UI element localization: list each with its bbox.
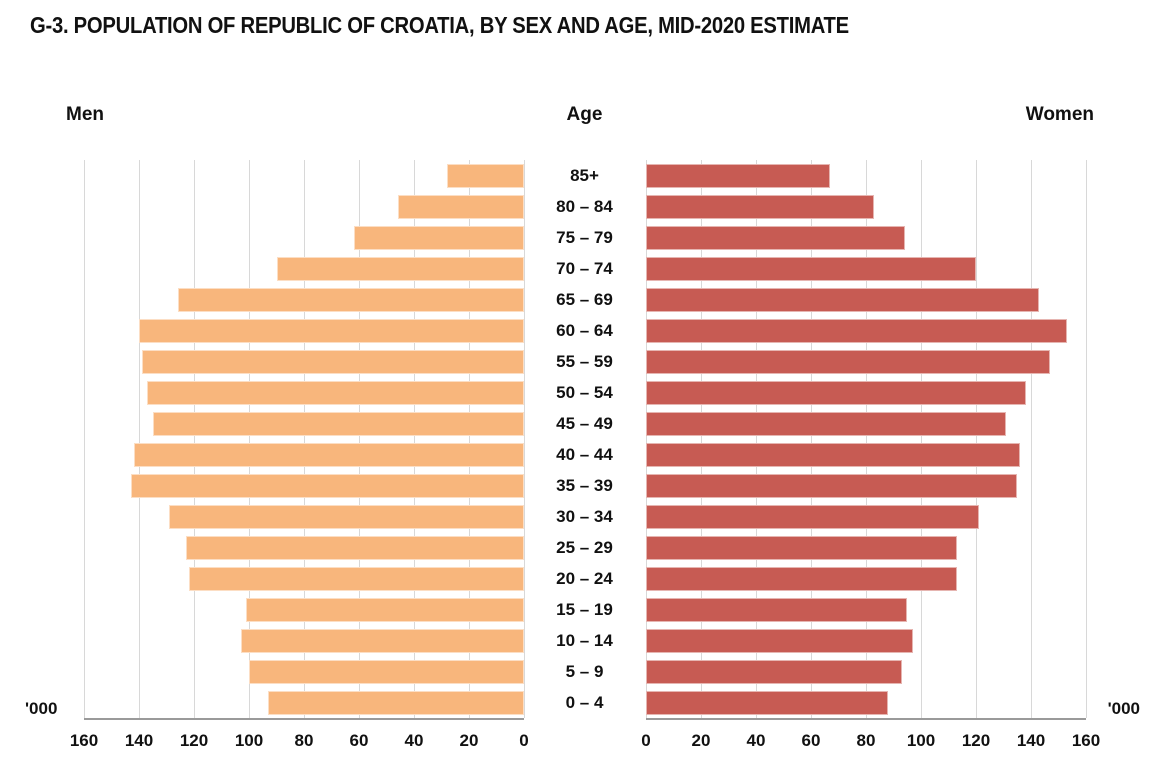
women-bar-40–44	[646, 443, 1020, 467]
women-bar-10–14	[646, 629, 913, 653]
women-bar-25–29	[646, 536, 957, 560]
men-axis-tick: 20	[459, 731, 479, 750]
gridline	[413, 160, 415, 718]
men-axis-tick: 140	[124, 731, 154, 750]
gridline	[810, 160, 812, 718]
women-bar-70–74	[646, 257, 976, 281]
age-group-label: 45 – 49	[556, 414, 613, 433]
men-bar-0–4	[268, 691, 524, 715]
age-group-label: 15 – 19	[556, 600, 613, 619]
age-group-label: 35 – 39	[556, 476, 613, 495]
men-bar-65–69	[177, 288, 524, 312]
women-bar-20–24	[646, 567, 957, 591]
gridline	[700, 160, 702, 718]
women-bar-30–34	[646, 505, 979, 529]
women-axis-tick: 60	[801, 731, 821, 750]
age-group-label: 0 – 4	[565, 693, 604, 712]
men-bar-25–29	[185, 536, 524, 560]
men-bar-30–34	[169, 505, 524, 529]
women-bar-0–4	[646, 691, 888, 715]
age-group-label: 65 – 69	[556, 290, 613, 309]
age-group-label: 10 – 14	[556, 631, 613, 650]
gridline	[865, 160, 867, 718]
men-bar-5–9	[249, 660, 524, 684]
women-bar-5–9	[646, 660, 902, 684]
gridline	[193, 160, 195, 718]
gridline	[1085, 160, 1087, 718]
men-bar-45–49	[152, 412, 524, 436]
age-group-label: 40 – 44	[556, 445, 613, 464]
age-group-label: 75 – 79	[556, 228, 613, 247]
women-header: Women	[1025, 104, 1094, 125]
gridline	[1030, 160, 1032, 718]
women-bar-35–39	[646, 474, 1018, 498]
men-axis-tick: 160	[69, 731, 99, 750]
chart-title: G-3. POPULATION OF REPUBLIC OF CROATIA, …	[30, 12, 849, 38]
age-group-label: 5 – 9	[565, 662, 604, 681]
age-group-label: 60 – 64	[556, 321, 613, 340]
men-bar-75–79	[353, 226, 524, 250]
units-label-left: '000	[25, 699, 58, 718]
men-bar-80–84	[397, 195, 524, 219]
women-axis-tick: 140	[1016, 731, 1046, 750]
women-axis-tick: 80	[856, 731, 876, 750]
women-bar-75–79	[646, 226, 905, 250]
men-bar-15–19	[246, 598, 524, 622]
age-group-label: 25 – 29	[556, 538, 613, 557]
women-axis-tick: 100	[906, 731, 936, 750]
men-bar-20–24	[188, 567, 524, 591]
men-bar-85+	[447, 164, 524, 188]
men-axis-tick: 80	[294, 731, 314, 750]
gridline	[975, 160, 977, 718]
women-bar-15–19	[646, 598, 908, 622]
units-label-right: '000	[1107, 699, 1140, 718]
women-axis-tick: 40	[746, 731, 766, 750]
men-header: Men	[66, 104, 104, 125]
gridline	[523, 160, 525, 718]
men-bar-10–14	[240, 629, 524, 653]
women-bar-55–59	[646, 350, 1051, 374]
gridline	[138, 160, 140, 718]
women-axis-tick: 20	[691, 731, 711, 750]
gridline	[645, 160, 647, 718]
men-bar-70–74	[276, 257, 524, 281]
women-bar-60–64	[646, 319, 1067, 343]
age-group-label: 30 – 34	[556, 507, 613, 526]
age-group-label: 20 – 24	[556, 569, 613, 588]
women-bar-45–49	[646, 412, 1007, 436]
men-axis-tick: 40	[404, 731, 424, 750]
gridline	[83, 160, 85, 718]
women-bar-50–54	[646, 381, 1026, 405]
gridline	[920, 160, 922, 718]
gridline	[358, 160, 360, 718]
men-bar-55–59	[141, 350, 524, 374]
women-chart-plot	[645, 160, 1087, 720]
age-header: Age	[566, 104, 603, 125]
age-group-label: 55 – 59	[556, 352, 613, 371]
women-bar-80–84	[646, 195, 875, 219]
gridline	[303, 160, 305, 718]
men-axis-tick: 100	[234, 731, 264, 750]
men-bar-35–39	[130, 474, 524, 498]
women-axis-tick: 0	[641, 731, 651, 750]
men-bar-50–54	[147, 381, 524, 405]
gridline	[248, 160, 250, 718]
men-bar-40–44	[133, 443, 524, 467]
women-axis-tick: 160	[1071, 731, 1101, 750]
gridline	[468, 160, 470, 718]
age-group-label: 85+	[570, 166, 599, 185]
men-chart-plot	[83, 160, 525, 720]
men-axis-tick: 0	[519, 731, 529, 750]
women-axis-tick: 120	[961, 731, 991, 750]
men-bar-60–64	[139, 319, 524, 343]
gridline	[755, 160, 757, 718]
women-bar-85+	[646, 164, 831, 188]
men-axis-tick: 120	[179, 731, 209, 750]
men-axis-tick: 60	[349, 731, 369, 750]
women-bar-65–69	[646, 288, 1040, 312]
age-group-label: 80 – 84	[556, 197, 613, 216]
age-group-label: 50 – 54	[556, 383, 613, 402]
age-group-label: 70 – 74	[556, 259, 613, 278]
